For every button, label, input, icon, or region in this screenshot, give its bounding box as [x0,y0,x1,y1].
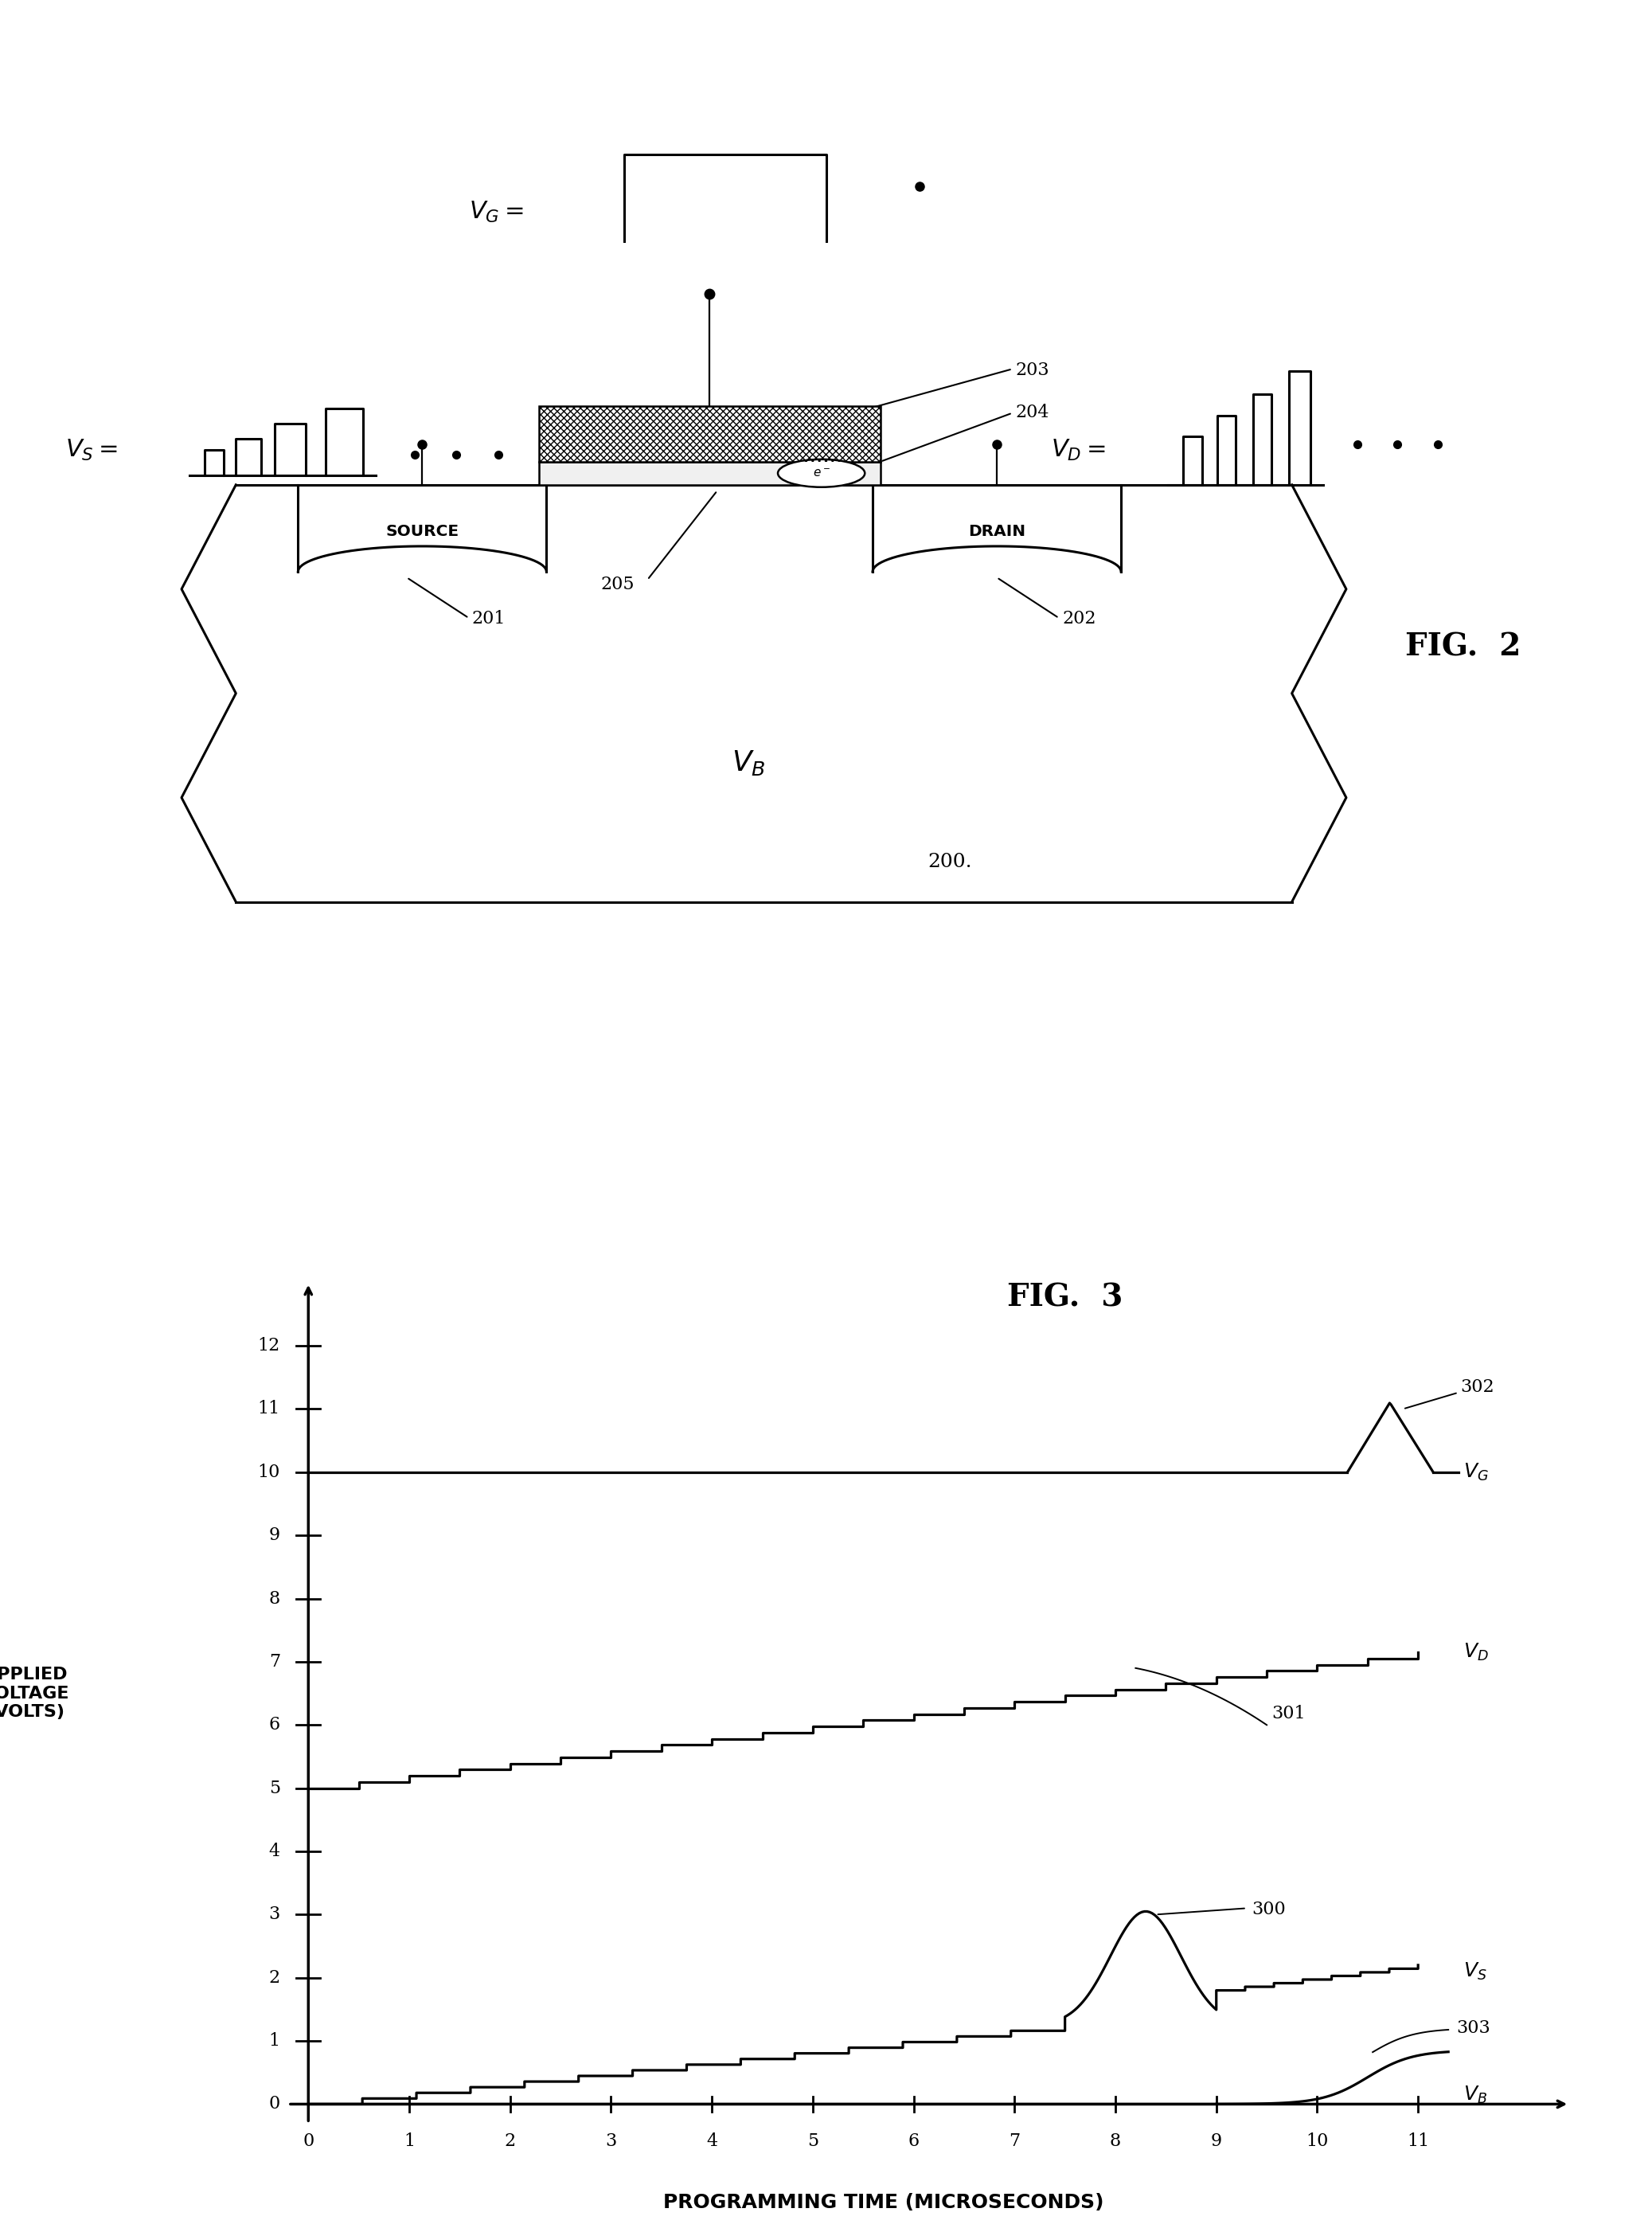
Text: 300: 300 [1252,1900,1285,1918]
Text: APPLIED
VOLTAGE
(VOLTS): APPLIED VOLTAGE (VOLTS) [0,1667,69,1720]
Text: $V_D=$: $V_D=$ [1051,437,1105,463]
Text: 8: 8 [269,1591,281,1606]
Text: FIG.  3: FIG. 3 [1008,1283,1123,1312]
Ellipse shape [778,459,866,488]
Text: $V_G=$: $V_G=$ [469,201,524,225]
Text: FIG.  2: FIG. 2 [1404,633,1520,662]
Text: 9: 9 [269,1526,281,1544]
Text: $V_S=$: $V_S=$ [64,437,117,463]
Bar [539,461,881,486]
Bar [539,405,881,461]
Text: $V_B$: $V_B$ [1464,2083,1487,2105]
Text: 204: 204 [1016,403,1049,421]
Text: 0: 0 [302,2132,314,2150]
Text: 301: 301 [1272,1704,1305,1722]
Text: 303: 303 [1457,2021,1490,2036]
Text: PROGRAMMING TIME (MICROSECONDS): PROGRAMMING TIME (MICROSECONDS) [662,2192,1104,2212]
Text: $V_G$: $V_G$ [1464,1462,1488,1482]
Text: $V_D$: $V_D$ [1464,1642,1488,1662]
Text: 203: 203 [1016,361,1049,379]
Text: DRAIN: DRAIN [968,524,1026,539]
Text: 5: 5 [269,1780,281,1798]
Text: $V_B$: $V_B$ [732,749,765,778]
Text: 12: 12 [258,1337,281,1355]
Bar [539,405,881,461]
Text: 1: 1 [269,2032,281,2050]
Text: 10: 10 [258,1464,281,1482]
Text: 1: 1 [403,2132,415,2150]
Text: 200.: 200. [928,853,973,871]
Text: 10: 10 [1305,2132,1328,2150]
Text: 302: 302 [1406,1379,1495,1408]
Text: 9: 9 [1211,2132,1222,2150]
Text: 11: 11 [1408,2132,1429,2150]
Text: 0: 0 [269,2094,281,2112]
Text: 202: 202 [1062,610,1095,628]
Text: SOURCE: SOURCE [385,524,459,539]
Text: 2: 2 [504,2132,515,2150]
Text: 11: 11 [258,1399,281,1417]
Text: 6: 6 [269,1716,281,1733]
Text: 7: 7 [269,1653,281,1671]
Text: 6: 6 [909,2132,919,2150]
Text: 8: 8 [1110,2132,1122,2150]
Text: 3: 3 [269,1905,281,1923]
Text: 3: 3 [605,2132,616,2150]
Text: 201: 201 [472,610,506,628]
Text: $e^-$: $e^-$ [813,468,829,479]
Text: 7: 7 [1009,2132,1021,2150]
Text: $V_S$: $V_S$ [1464,1961,1487,1983]
Text: 5: 5 [808,2132,818,2150]
Text: 2: 2 [269,1970,281,1987]
Text: 4: 4 [269,1843,281,1860]
Text: 205: 205 [601,575,634,593]
Text: 4: 4 [707,2132,717,2150]
